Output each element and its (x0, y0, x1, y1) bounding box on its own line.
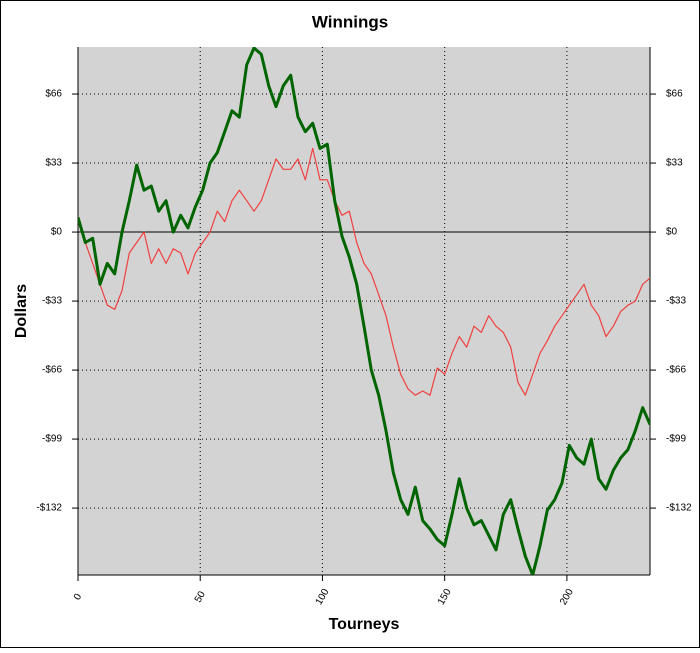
series-line (78, 47, 650, 575)
y-tick-label: -$33 (42, 296, 62, 307)
y-tick-label: -$66 (42, 365, 62, 376)
chart-title: Winnings (312, 12, 388, 31)
y-tick-label: $0 (51, 227, 63, 238)
x-axis-label: Tourneys (329, 616, 400, 633)
y2-tick-label: -$99 (666, 434, 686, 445)
y2-tick-label: $33 (666, 158, 683, 169)
y2-tick-label: -$132 (666, 503, 692, 514)
y2-tick-label: -$66 (666, 365, 686, 376)
y-tick-label: -$132 (36, 503, 62, 514)
y-tick-label: $33 (45, 158, 62, 169)
series-line (78, 147, 650, 396)
y2-tick-label: $0 (666, 227, 678, 238)
y2-tick-label: $66 (666, 89, 683, 100)
plot-area (78, 47, 650, 575)
y-tick-label: $66 (45, 89, 62, 100)
y-tick-label: -$99 (42, 434, 62, 445)
x-tick-label: 0 (72, 592, 85, 603)
x-tick-label: 50 (193, 589, 208, 605)
y-axis-label: Dollars (13, 284, 30, 338)
y2-tick-label: -$33 (666, 296, 686, 307)
